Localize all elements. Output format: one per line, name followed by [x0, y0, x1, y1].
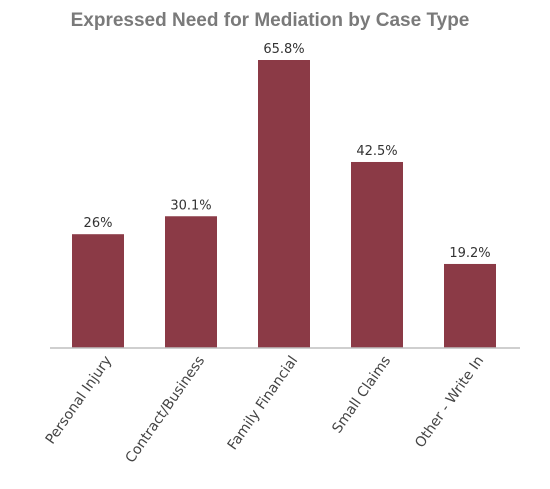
x-tick-label: Personal Injury	[43, 353, 116, 447]
bar-personal-injury	[72, 234, 124, 348]
bar-contract-business	[165, 216, 217, 348]
data-label: 19.2%	[449, 246, 490, 261]
bars-group	[72, 60, 496, 348]
x-tick-label: Other - Write In	[412, 353, 487, 451]
data-label: 65.8%	[263, 42, 304, 57]
chart-title: Expressed Need for Mediation by Case Typ…	[71, 10, 470, 31]
x-tick-label: Small Claims	[329, 353, 394, 436]
bar-small-claims	[351, 161, 403, 348]
data-labels-group: 26% 30.1% 65.8% 42.5% 19.2%	[84, 42, 491, 261]
data-label: 42.5%	[356, 144, 397, 159]
x-tick-label: Contract/Business	[123, 353, 209, 466]
data-label: 30.1%	[170, 198, 211, 213]
bar-family-financial	[258, 60, 310, 348]
bar-other-write-in	[444, 263, 496, 348]
x-tick-label: Family Financial	[225, 353, 302, 453]
tick-labels-group: Personal Injury Contract/Business Family F…	[43, 353, 488, 466]
data-label: 26%	[84, 216, 113, 231]
